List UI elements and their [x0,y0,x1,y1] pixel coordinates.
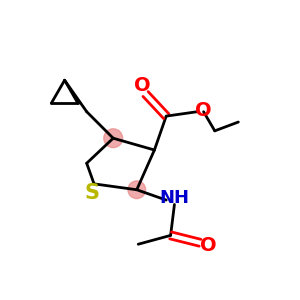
Text: O: O [200,236,217,255]
Text: O: O [195,101,212,120]
Circle shape [104,129,123,148]
Text: NH: NH [159,189,189,207]
Text: S: S [84,183,99,203]
Circle shape [128,181,146,199]
Text: O: O [134,76,151,95]
